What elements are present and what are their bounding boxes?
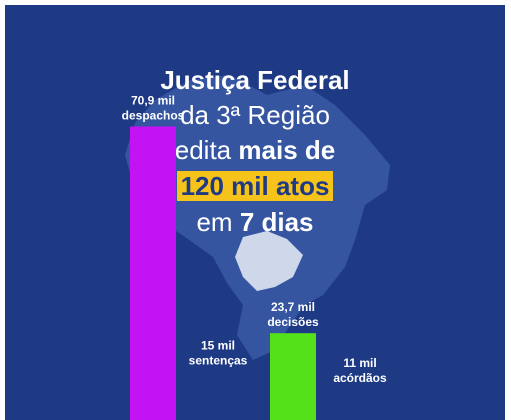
headline-region: da 3ª Região	[180, 100, 330, 130]
bar-category-label-3: acórdãos	[333, 371, 387, 385]
third-region-highlight	[235, 231, 303, 291]
bar-3	[337, 388, 383, 420]
bar-value-label-2: 23,7 mil	[271, 300, 315, 314]
headline-line-4: 120 mil atos	[5, 171, 505, 201]
bar-value-label-1: 15 mil	[201, 338, 235, 352]
headline-more-than: mais de	[238, 135, 336, 165]
headline-line-1: Justiça Federal	[5, 65, 505, 95]
headline-line-3: edita mais de	[5, 135, 505, 165]
headline-line-2: da 3ª Região	[5, 100, 505, 130]
bar-value-label-0: 70,9 mil	[131, 93, 175, 107]
bar-category-label-1: sentenças	[189, 353, 248, 367]
bar-value-label-3: 11 mil	[343, 356, 376, 370]
bar-0	[130, 126, 176, 420]
bar-category-label-0: despachos	[122, 108, 185, 122]
headline-verb: edita	[174, 135, 232, 165]
headline-line-5: em 7 dias	[5, 207, 505, 237]
bar-category-label-2: decisões	[267, 315, 319, 329]
brazil-map-background	[125, 75, 390, 360]
bar-1	[195, 371, 241, 420]
headline-days: 7 dias	[239, 207, 314, 237]
headline-in: em	[196, 207, 233, 237]
headline-highlight-total: 120 mil atos	[176, 171, 334, 201]
infographic-panel: Justiça Federal da 3ª Região edita mais …	[5, 5, 505, 420]
bar-2	[270, 333, 316, 420]
brazil-map-shape	[125, 75, 390, 360]
headline-court-name: Justiça Federal	[160, 65, 350, 95]
